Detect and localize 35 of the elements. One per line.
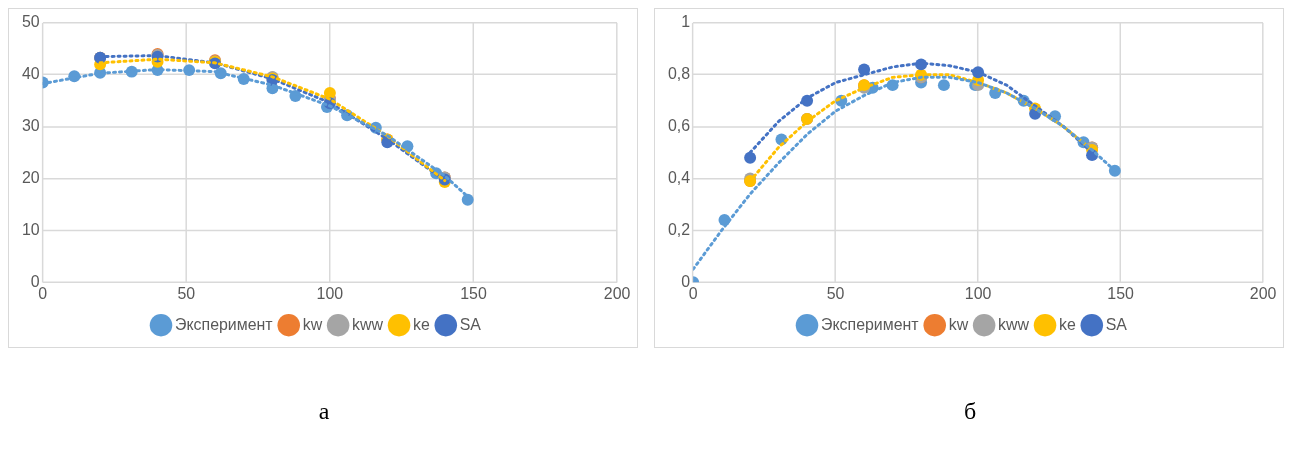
legend-label: kw — [302, 315, 323, 333]
text: а — [317, 398, 331, 425]
x-tick-label: 150 — [1107, 285, 1135, 303]
x-tick-label: 200 — [1249, 285, 1277, 303]
x-tick-label: 50 — [826, 285, 845, 303]
y-tick-label: 30 — [21, 117, 40, 134]
y-tick-label: 0,6 — [667, 117, 691, 134]
text: б — [962, 398, 978, 425]
legend-label: kw — [948, 315, 969, 333]
y-tick-label: 0 — [30, 272, 40, 290]
legend-label: Эксперимент — [174, 315, 274, 333]
point — [937, 79, 950, 92]
x-tick-label: 50 — [177, 285, 196, 303]
legend-label: SA — [459, 315, 482, 333]
y-tick-label: 1 — [681, 13, 691, 31]
legend-label: kww — [352, 315, 384, 333]
y-tick-label: 0,2 — [667, 220, 691, 238]
y-tick-label: 0,4 — [667, 168, 691, 186]
x-tick-label: 100 — [964, 285, 992, 303]
legend-label: ke — [1058, 315, 1076, 333]
y-tick-label: 40 — [21, 65, 40, 83]
legend-label: ke — [412, 315, 430, 333]
y-tick-label: 10 — [21, 220, 40, 238]
legend-label: kww — [998, 315, 1030, 333]
y-tick-label: 0,8 — [667, 65, 691, 83]
y-tick-label: 20 — [21, 168, 40, 186]
point — [744, 151, 757, 164]
x-tick-label: 200 — [603, 285, 631, 303]
x-tick-label: 100 — [316, 285, 344, 303]
legend-label: SA — [1105, 315, 1128, 333]
point — [461, 193, 474, 206]
legend-label: Эксперимент — [820, 315, 920, 333]
y-tick-label: 0 — [681, 272, 691, 290]
x-tick-label: 150 — [460, 285, 487, 303]
y-tick-label: 50 — [21, 13, 40, 31]
